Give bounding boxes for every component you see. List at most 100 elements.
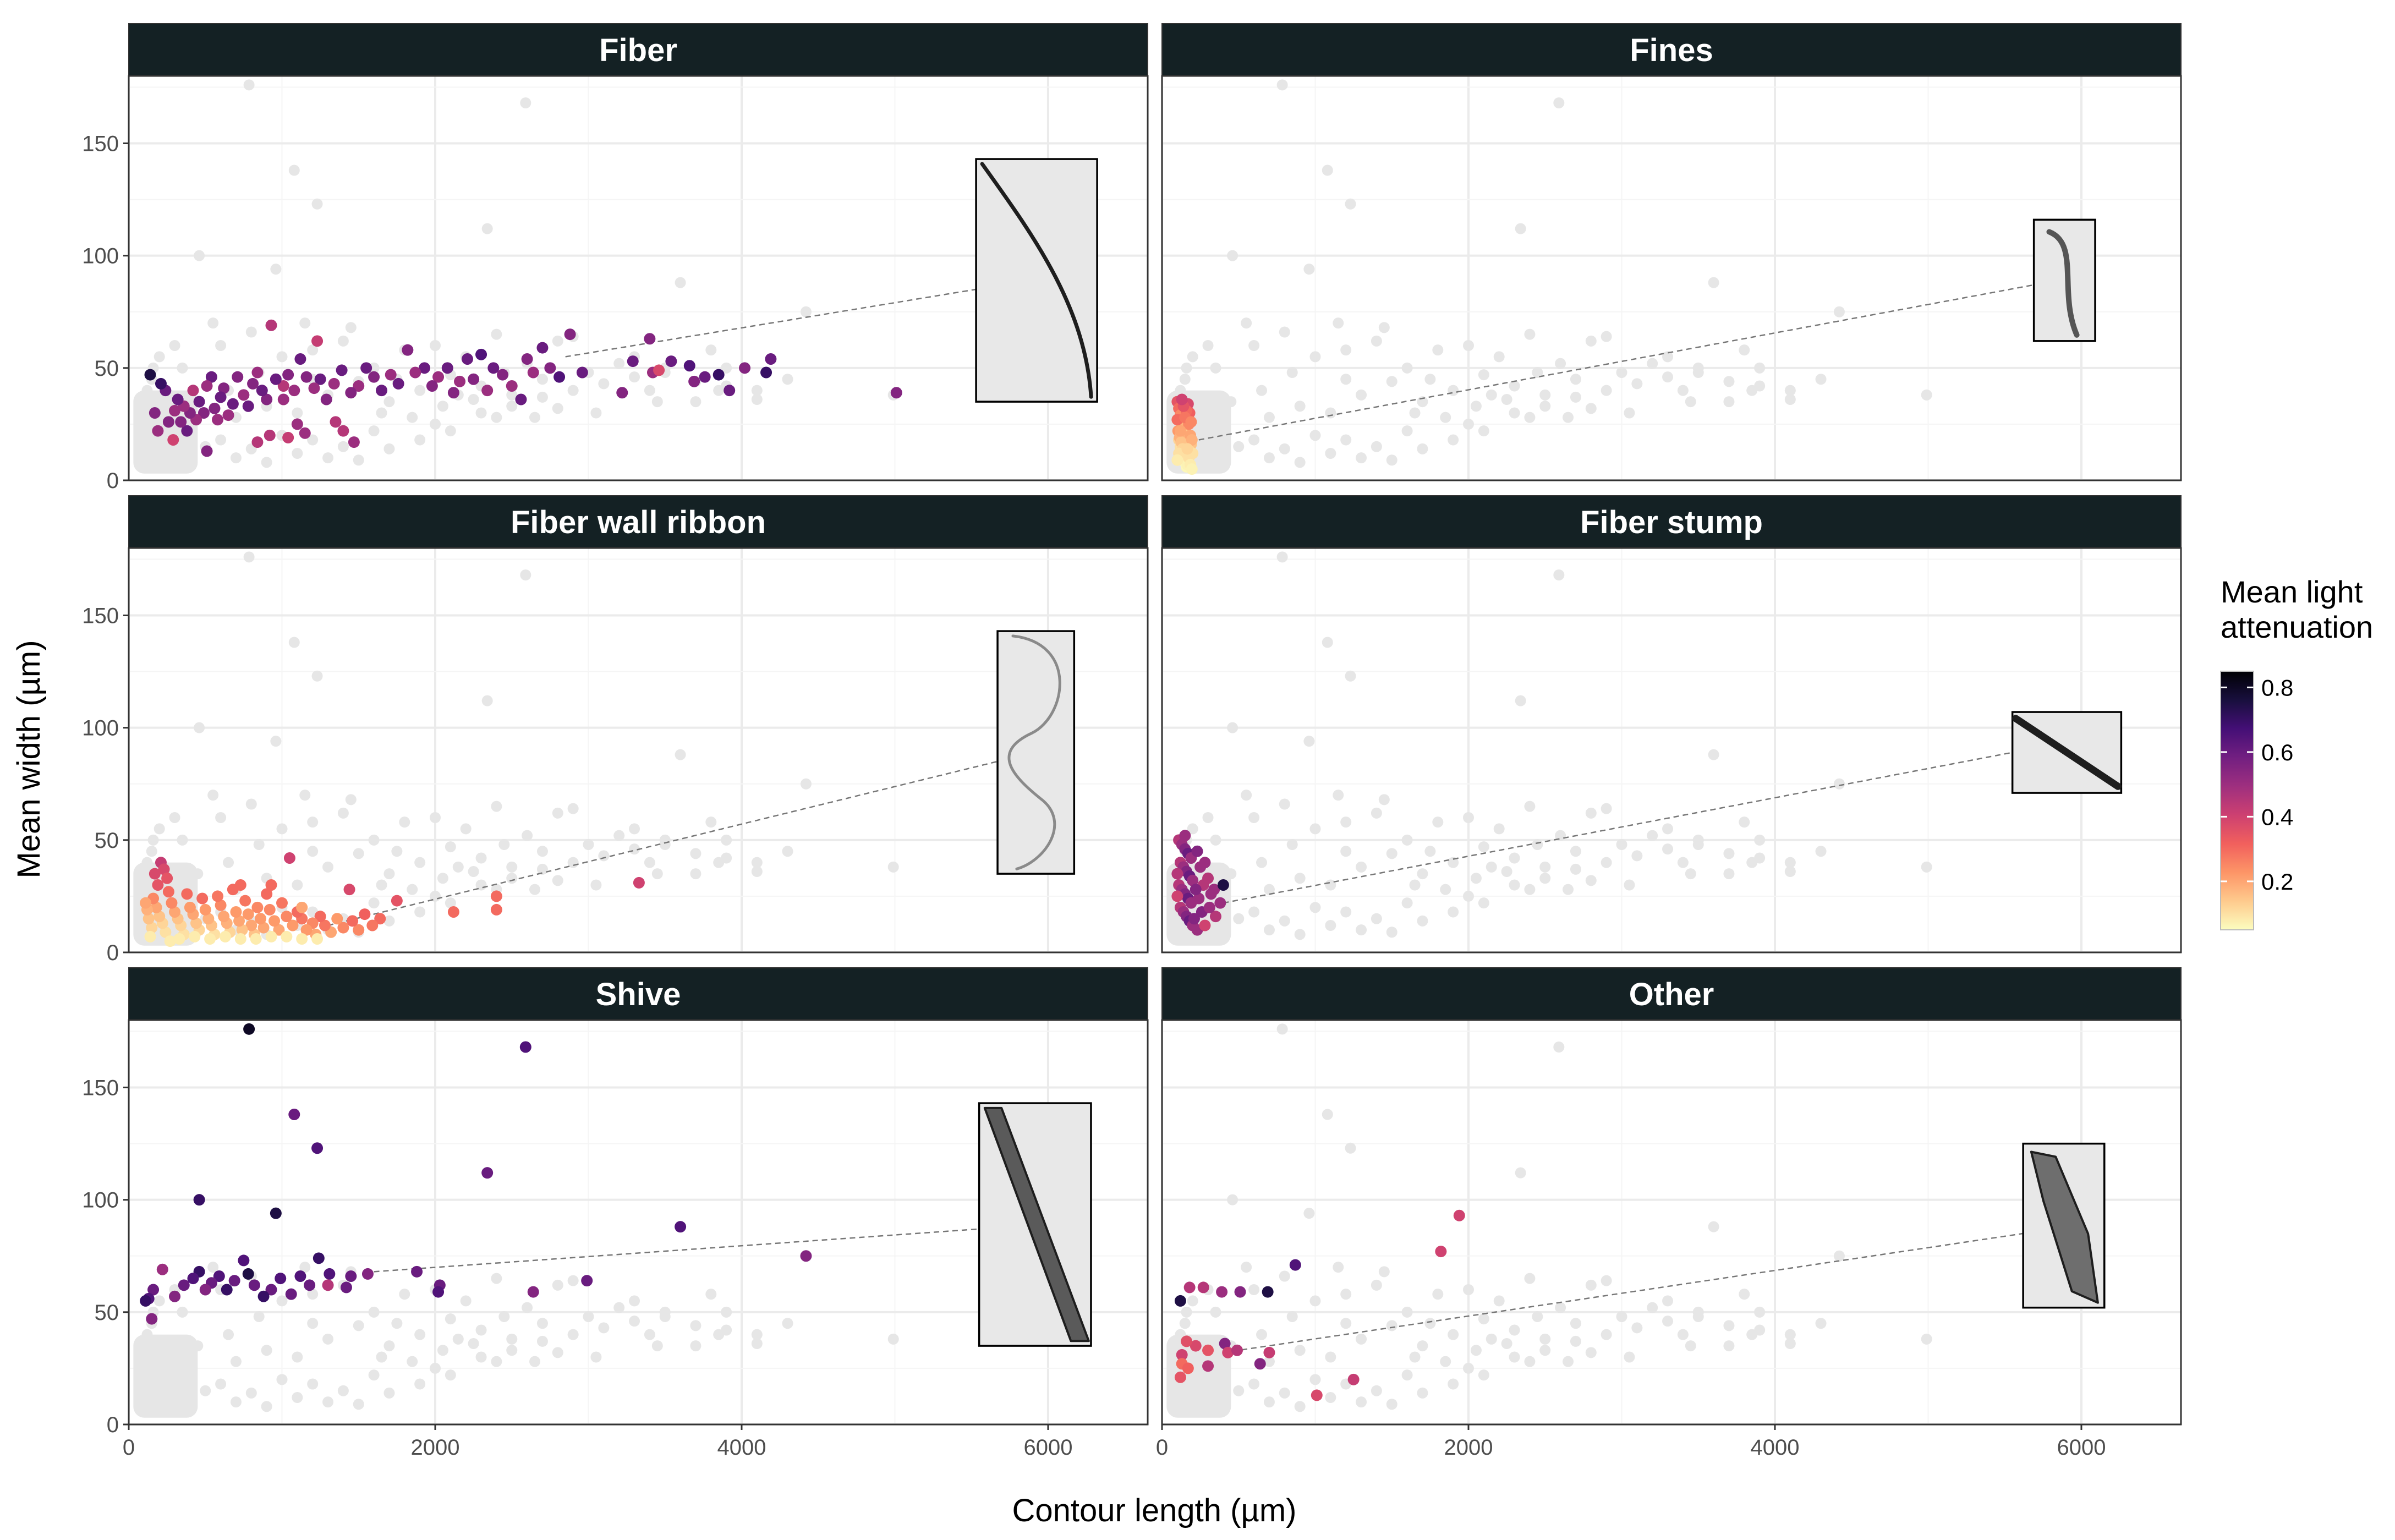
- background-point: [270, 264, 282, 275]
- background-point: [522, 1302, 533, 1313]
- background-point: [429, 418, 441, 430]
- background-point: [1553, 569, 1565, 580]
- facet-title: Fiber stump: [1580, 505, 1763, 540]
- y-tick-label: 50: [95, 829, 119, 853]
- background-point: [536, 1318, 548, 1329]
- data-point: [265, 319, 277, 331]
- background-point: [1486, 389, 1497, 401]
- background-point: [1524, 884, 1536, 895]
- data-point: [1311, 1389, 1323, 1401]
- background-point: [536, 374, 548, 385]
- background-point: [1227, 722, 1238, 733]
- data-point: [1174, 1371, 1186, 1383]
- background-point: [337, 1385, 349, 1396]
- data-point: [140, 1295, 152, 1307]
- background-point: [800, 778, 812, 790]
- background-point: [651, 1340, 663, 1352]
- data-point: [264, 903, 276, 916]
- background-point: [270, 736, 282, 747]
- background-point: [1539, 389, 1551, 401]
- data-point: [251, 366, 264, 379]
- background-point: [590, 1351, 602, 1363]
- background-point: [468, 1338, 479, 1349]
- background-point: [1470, 1345, 1482, 1356]
- background-point: [288, 165, 300, 176]
- background-point: [468, 866, 479, 877]
- background-point: [1340, 846, 1352, 857]
- background-point: [1325, 407, 1336, 419]
- background-point: [1509, 879, 1520, 891]
- data-point: [1179, 830, 1191, 842]
- data-point: [270, 1207, 282, 1219]
- background-point: [1309, 430, 1321, 441]
- background-point: [1585, 335, 1597, 347]
- background-point: [506, 1333, 518, 1345]
- background-point: [567, 803, 579, 814]
- data-point: [1182, 1362, 1194, 1374]
- data-point: [162, 886, 174, 898]
- background-point: [276, 351, 288, 363]
- background-point: [481, 695, 493, 706]
- data-point: [385, 369, 397, 381]
- facet-fiber-wall-ribbon: Fiber wall ribbon 0 50 100 150: [82, 495, 1149, 965]
- data-point: [187, 1273, 199, 1285]
- background-point: [1263, 452, 1275, 464]
- data-point: [162, 416, 174, 428]
- background-point: [1340, 374, 1352, 385]
- background-point: [613, 830, 625, 841]
- data-point: [294, 1270, 306, 1282]
- background-point: [1309, 902, 1321, 913]
- background-point: [243, 79, 255, 91]
- background-point: [322, 452, 334, 464]
- background-point: [520, 569, 531, 580]
- data-point: [300, 371, 313, 383]
- data-point: [144, 930, 156, 942]
- facet-other: Other 0 2000 4000 6000: [1156, 967, 2182, 1460]
- background-point: [567, 1329, 579, 1340]
- background-point: [1294, 1401, 1306, 1412]
- background-point: [1509, 1351, 1520, 1363]
- data-point: [644, 333, 656, 345]
- data-point: [154, 911, 166, 923]
- background-point: [1532, 1311, 1543, 1322]
- background-point: [1248, 906, 1260, 918]
- background-point: [1276, 79, 1288, 91]
- background-point: [1279, 443, 1290, 454]
- data-point: [199, 1284, 211, 1296]
- background-point: [1386, 848, 1397, 859]
- facet-title: Fines: [1630, 32, 1713, 68]
- background-point: [1833, 1250, 1845, 1262]
- x-tick-label: 0: [123, 1435, 135, 1460]
- inset-leader-line: [1223, 752, 2013, 904]
- background-point: [1256, 385, 1268, 396]
- facet-title: Fiber: [599, 32, 677, 68]
- background-point: [322, 1396, 334, 1408]
- background-point: [1478, 897, 1489, 909]
- data-point: [228, 1275, 240, 1287]
- background-point: [429, 812, 441, 823]
- legend-tick-label: 0.8: [2261, 675, 2293, 700]
- background-point: [675, 749, 686, 760]
- inset-particle: [2012, 715, 2122, 790]
- data-point: [527, 1286, 539, 1298]
- facet-strip: [128, 23, 1148, 76]
- background-point: [751, 1338, 763, 1349]
- background-point: [1754, 1306, 1766, 1318]
- data-point: [331, 913, 343, 925]
- data-point: [152, 879, 164, 891]
- facet-fiber: Fiber 0 50 100 150: [82, 23, 1149, 493]
- background-point: [452, 1333, 464, 1345]
- background-point: [1325, 879, 1336, 891]
- background-point: [1677, 1329, 1689, 1340]
- data-point: [219, 930, 231, 942]
- facet-title: Shive: [596, 977, 681, 1012]
- background-point: [429, 340, 441, 351]
- background-point: [1708, 749, 1719, 760]
- background-point: [629, 1295, 640, 1307]
- background-point: [445, 1369, 456, 1381]
- background-point: [1440, 412, 1451, 423]
- background-point: [1493, 823, 1505, 835]
- data-point: [1190, 884, 1202, 896]
- data-point: [212, 890, 224, 902]
- data-point: [359, 908, 371, 920]
